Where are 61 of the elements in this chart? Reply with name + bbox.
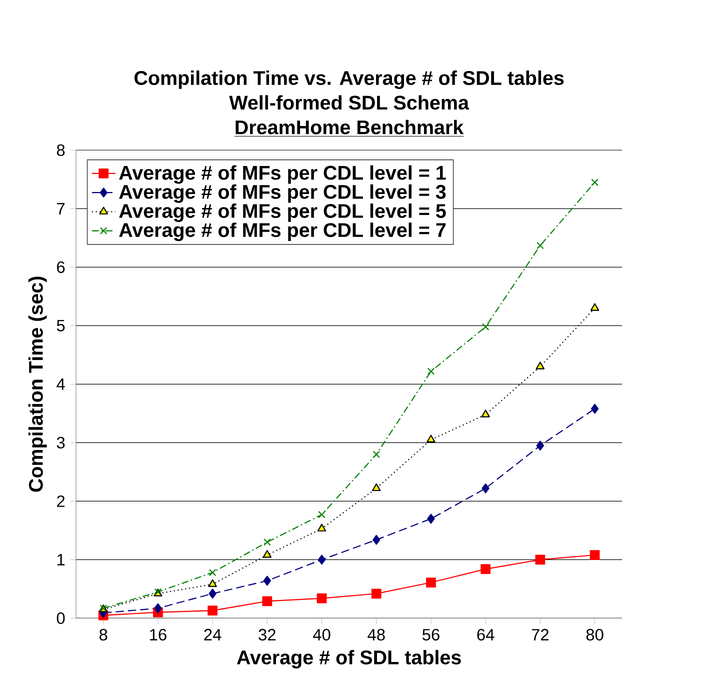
point: [480, 564, 491, 574]
x-tick-label: 16: [150, 628, 166, 640]
point: [590, 302, 600, 311]
point: [318, 510, 326, 518]
x-tick-label: 32: [258, 628, 276, 640]
y-axis-title: Compilation Time (sec): [28, 276, 47, 492]
x-tick-label: 64: [477, 628, 494, 640]
point: [208, 605, 218, 616]
point: [264, 538, 271, 546]
point: [426, 434, 436, 442]
x-tick-label: 24: [204, 628, 222, 640]
point: [208, 588, 216, 598]
y-tick-label: 1: [57, 554, 65, 566]
legend-label: Average # of MFs per CDL level = 3: [119, 184, 446, 203]
point: [208, 579, 217, 587]
point: [371, 588, 382, 598]
point: [208, 568, 216, 576]
point: [427, 367, 435, 375]
chart-title: Compilation Time vs. Average # of SDL tables: [134, 70, 564, 89]
point: [482, 322, 490, 330]
y-tick-label: 0: [56, 612, 65, 624]
y-tick-label: 4: [56, 378, 65, 390]
point: [316, 593, 327, 604]
x-tick-label: 80: [586, 628, 604, 640]
y-tick-label: 2: [57, 495, 65, 507]
point: [372, 483, 381, 491]
legend-label: Average # of MFs per CDL level = 5: [119, 203, 446, 222]
point: [536, 361, 545, 370]
point: [590, 404, 599, 414]
legend-label: Average # of MFs per CDL level = 1: [119, 165, 446, 184]
point: [317, 524, 326, 532]
point: [154, 603, 162, 613]
text: Well-formed SDL Schema: [229, 94, 470, 110]
point: [372, 450, 380, 458]
x-tick-label: 40: [313, 628, 330, 640]
point: [481, 409, 490, 418]
y-tick-label: 3: [56, 436, 65, 448]
text: DreamHome Benchmark: [236, 120, 464, 134]
point: [427, 514, 435, 524]
y-tick-label: 7: [57, 202, 65, 214]
point: [426, 577, 436, 588]
point: [318, 554, 326, 564]
point: [590, 550, 600, 560]
y-tick-label: 6: [57, 261, 65, 273]
point: [262, 596, 272, 606]
y-tick-label: 8: [56, 144, 65, 156]
y-tick-label: 5: [56, 320, 65, 332]
point: [263, 576, 272, 586]
x-tick-label: 56: [422, 628, 440, 640]
point: [536, 440, 544, 450]
point: [536, 242, 544, 249]
point: [482, 483, 490, 494]
point: [591, 178, 598, 186]
legend-label: Average # of MFs per CDL level = 7: [119, 222, 446, 241]
point: [262, 550, 272, 558]
x-tick-label: 48: [368, 628, 385, 640]
x-axis-title: Average # of SDL tables: [236, 650, 461, 668]
x-tick-label: 72: [532, 628, 549, 640]
x-tick-label: 8: [99, 628, 108, 640]
point: [372, 534, 380, 545]
point: [535, 554, 546, 564]
